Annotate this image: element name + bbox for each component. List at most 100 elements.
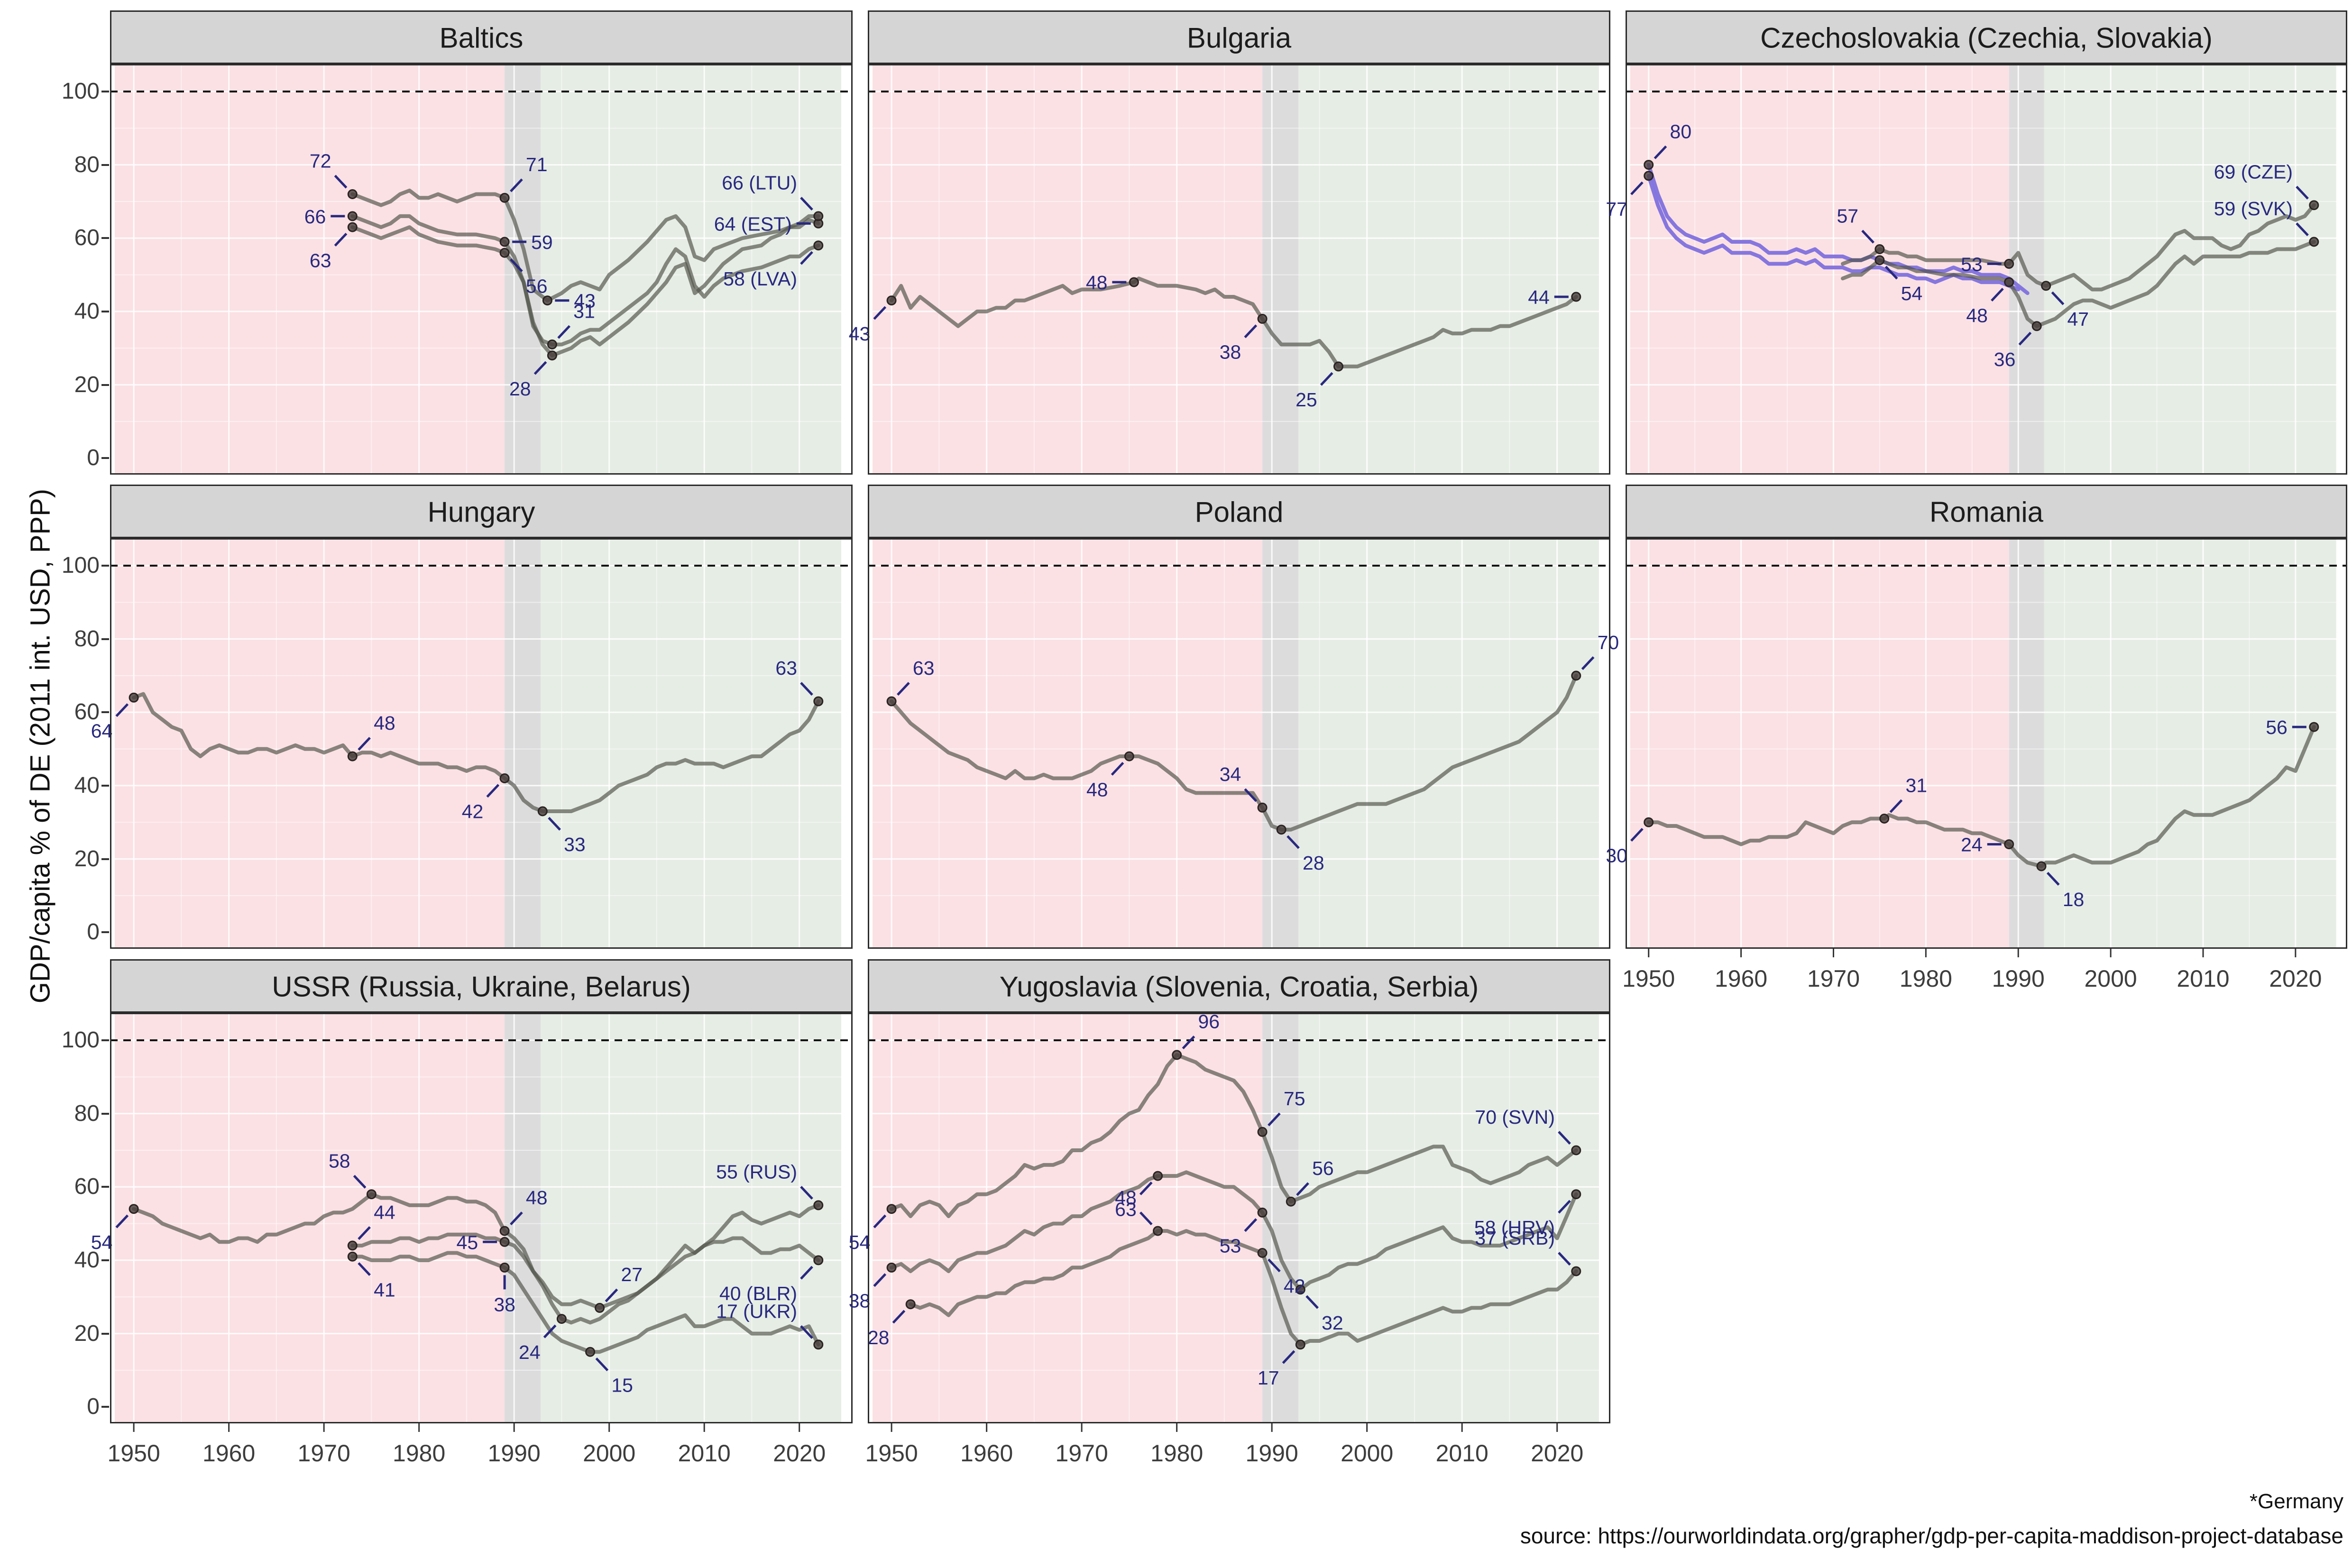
- panel-title: Hungary: [428, 496, 535, 528]
- panel-yugoslavia: 54 96 75 56 70 (SVN) 38 63 53 32 58 (HRV) 28 48 42 17…: [849, 959, 1610, 1478]
- data-label: 40 (BLR): [719, 1283, 797, 1304]
- data-point-BLR-1973: [347, 1240, 358, 1251]
- data-point-LTU-2022: [813, 211, 824, 221]
- series-line-ROU: [1646, 725, 2316, 868]
- x-tick-label: 1970: [1056, 1440, 1108, 1467]
- data-point-SVK-1975: [1874, 255, 1885, 266]
- x-tick-label: 2010: [2177, 965, 2229, 992]
- data-label: 43: [849, 323, 871, 345]
- data-label: 41: [374, 1279, 395, 1301]
- panel-title: Romania: [1929, 496, 2044, 528]
- data-label: 48: [374, 712, 395, 734]
- series-line-SVN: [890, 1053, 1578, 1219]
- data-point-BGR-1975.5: [1129, 277, 1139, 287]
- x-tick-label: 1950: [865, 1440, 918, 1467]
- era-band-market-era: [1298, 64, 1599, 475]
- era-band-communist-era: [115, 1013, 505, 1423]
- data-point-POL-1975: [1124, 751, 1134, 761]
- data-label: 43: [574, 290, 596, 312]
- series-line-HUN: [132, 692, 820, 813]
- y-tick-label: 60: [74, 1174, 100, 1200]
- data-label: 38: [494, 1293, 515, 1315]
- data-label: 32: [1322, 1312, 1343, 1334]
- data-point-LVA-1989: [499, 237, 510, 247]
- panel-poland: 63 48 34 28 70 Poland: [868, 485, 1619, 949]
- y-tick-label: 60: [74, 225, 100, 251]
- data-point-BLR-1989: [499, 1237, 510, 1247]
- y-tick-mark: [101, 564, 109, 567]
- data-label: 30: [1606, 844, 1627, 866]
- data-label: 48: [1115, 1187, 1137, 1209]
- data-point-POL-1991: [1276, 825, 1286, 835]
- era-band-transition: [1262, 64, 1299, 475]
- data-point-SRB-1952: [905, 1299, 916, 1310]
- y-tick-mark: [101, 1112, 109, 1115]
- data-point-UKR-2022: [813, 1339, 824, 1350]
- data-label: 70 (SVN): [1475, 1106, 1555, 1128]
- panel-border: [1626, 538, 2347, 949]
- series-line-CZE: [1841, 203, 2316, 292]
- data-label: 44: [1528, 286, 1550, 308]
- era-band-market-era: [1298, 538, 1599, 949]
- y-tick-mark: [101, 784, 109, 787]
- series-line-BGR: [890, 276, 1578, 368]
- x-tick-label: 1980: [393, 1440, 445, 1467]
- x-tick-label: 1970: [298, 1440, 350, 1467]
- y-tick-label: 100: [61, 78, 100, 104]
- data-label: 69 (CZE): [2214, 161, 2293, 183]
- era-band-transition: [1262, 1013, 1299, 1423]
- data-label: 31: [573, 300, 595, 322]
- panel-baltics: 72 71 43 64 (EST) 66 59 31 58 (LVA) 63 56 28 66 (LT…: [110, 10, 853, 475]
- y-tick-label: 80: [74, 626, 100, 651]
- data-point-CZE-1993: [2041, 281, 2051, 291]
- y-tick-label: 80: [74, 152, 100, 177]
- data-point-LTU-1994: [547, 350, 557, 361]
- panel-title: Bulgaria: [1187, 22, 1292, 54]
- data-label: 56: [1312, 1157, 1334, 1179]
- data-point-BLR-2022: [813, 1255, 824, 1265]
- data-label: 55 (RUS): [716, 1161, 797, 1183]
- data-label: 57: [1837, 205, 1859, 227]
- era-band-market-era: [541, 1013, 841, 1423]
- data-point-SVK-2022: [2309, 237, 2319, 247]
- data-label: 59: [531, 231, 553, 253]
- data-point-CSK-b-1950: [1644, 171, 1654, 181]
- y-tick-mark: [101, 90, 109, 92]
- era-band-market-era: [2044, 538, 2336, 949]
- data-label: 38: [849, 1290, 871, 1312]
- data-label: 42: [1284, 1275, 1305, 1297]
- panel-strip: [1626, 10, 2347, 64]
- era-band-market-era: [1298, 1013, 1599, 1423]
- footnote: *Germany: [2249, 1490, 2343, 1513]
- data-point-LVA-1973: [347, 211, 358, 221]
- data-point-UKR-1989: [499, 1262, 510, 1273]
- series-line-HRV: [890, 1170, 1578, 1292]
- panel-title: Baltics: [440, 22, 524, 54]
- series-line-POL: [890, 674, 1578, 832]
- data-label: 44: [374, 1201, 395, 1223]
- y-tick-label: 40: [74, 772, 100, 798]
- y-tick-mark: [101, 931, 109, 934]
- y-tick-label: 60: [74, 699, 100, 725]
- data-point-SVN-2022: [1571, 1145, 1581, 1155]
- data-point-SVN-1992: [1286, 1196, 1296, 1207]
- data-point-SRB-1978: [1153, 1226, 1163, 1236]
- data-point-SVK-1992: [2031, 321, 2042, 331]
- data-label: 56: [526, 275, 548, 297]
- data-point-SVK-1989: [2004, 277, 2014, 287]
- era-band-communist-era: [115, 538, 505, 949]
- data-point-UKR-1998: [585, 1347, 596, 1357]
- data-point-LTU-1989: [499, 248, 510, 258]
- data-label: 31: [1905, 774, 1927, 796]
- era-band-market-era: [541, 538, 841, 949]
- data-label: 17: [1258, 1367, 1279, 1389]
- x-tick-label: 1960: [202, 1440, 255, 1467]
- series-line-LVA: [350, 214, 820, 347]
- data-label: 24: [519, 1341, 541, 1363]
- y-tick-label: 20: [74, 1320, 100, 1346]
- data-label: 54: [1901, 283, 1923, 304]
- data-label: 54: [91, 1231, 113, 1253]
- data-label: 53: [1961, 253, 1983, 275]
- data-label: 66: [304, 206, 326, 228]
- data-point-HUN-2022: [813, 696, 824, 706]
